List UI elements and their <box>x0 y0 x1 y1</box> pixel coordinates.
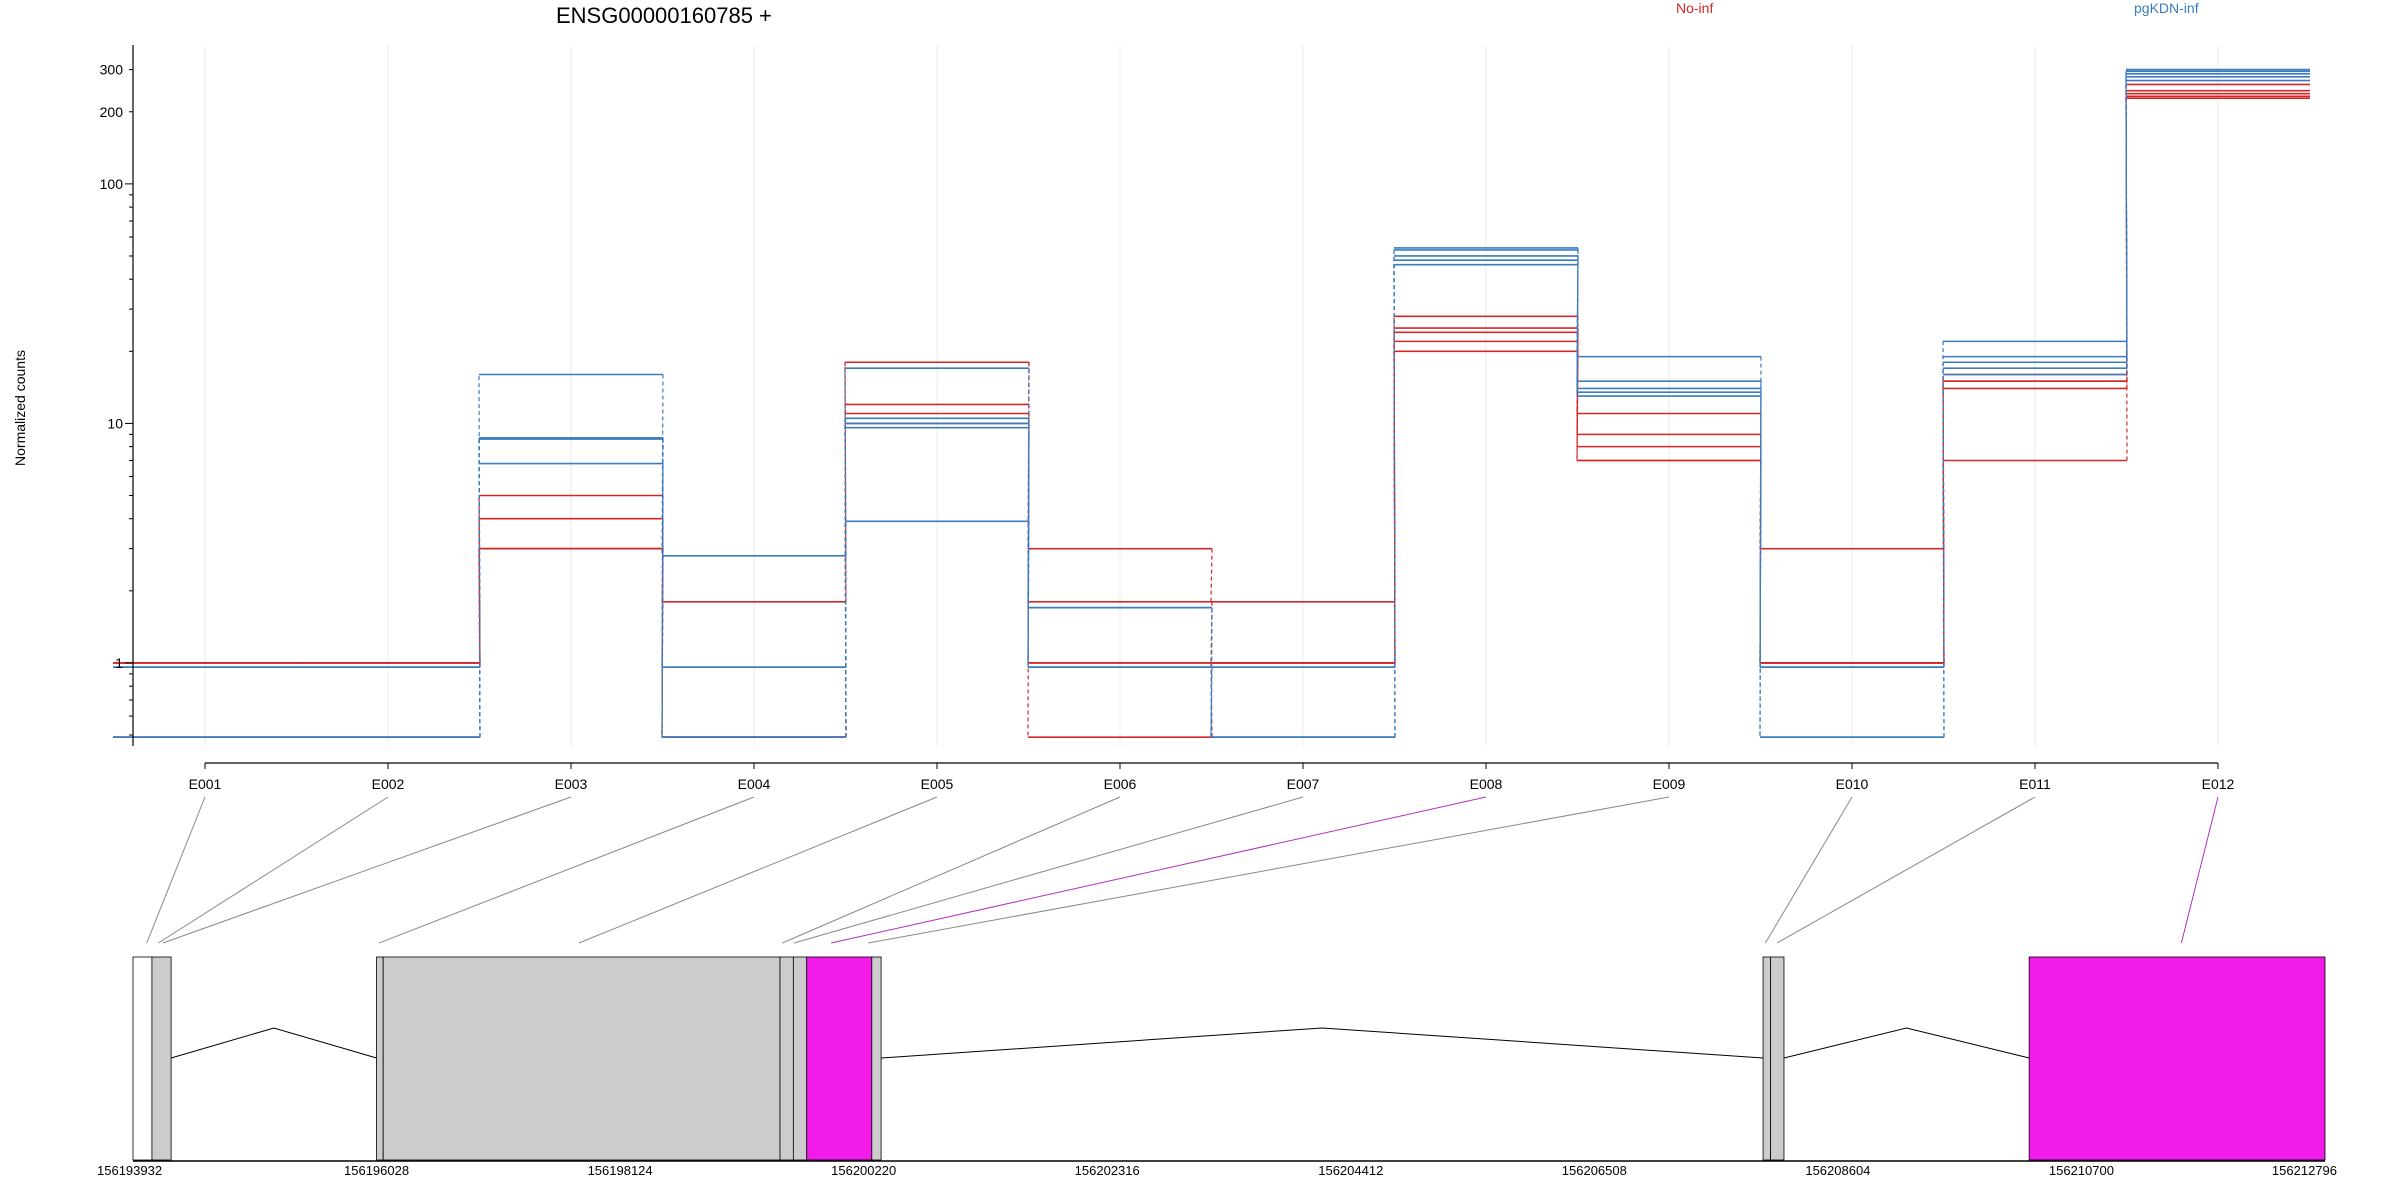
x-tick-label-e002: E002 <box>372 776 405 792</box>
series-connector <box>1393 255 1396 668</box>
series-connector <box>1759 396 1762 738</box>
series-connector <box>1210 548 1213 602</box>
intron-3 <box>1783 1027 2030 1059</box>
y-tick-label: 10 <box>107 415 123 431</box>
x-tick-label-e005: E005 <box>921 776 954 792</box>
series-no-inf-2 <box>113 89 2310 738</box>
coordinate-label: 156200220 <box>831 1163 896 1178</box>
series-no-inf-4 <box>113 95 2310 738</box>
coordinate-label: 156206508 <box>1562 1163 1627 1178</box>
link-e008 <box>831 796 1487 944</box>
legend-no-inf: No-inf <box>1676 0 1713 16</box>
y-tick-label: 200 <box>100 104 124 120</box>
link-e010 <box>1764 796 1853 944</box>
coordinate-label: 156204412 <box>1318 1163 1383 1178</box>
exon-e004 <box>382 956 781 1161</box>
series-connector <box>1027 423 1030 668</box>
series-connector <box>661 437 664 668</box>
x-tick-label-e012: E012 <box>2202 776 2235 792</box>
exon-e008 <box>871 956 882 1161</box>
exon-e009 <box>1762 956 1772 1161</box>
exon-e007 <box>806 956 873 1161</box>
coordinate-label: 156208604 <box>1805 1163 1870 1178</box>
series-connector <box>478 437 481 668</box>
series-connector <box>1576 351 1579 461</box>
link-e012 <box>2180 796 2219 944</box>
links-layer <box>146 796 2219 944</box>
x-tick-label-e004: E004 <box>738 776 771 792</box>
x-tick-label-e003: E003 <box>555 776 588 792</box>
chart-title: ENSG00000160785 + <box>556 3 772 28</box>
coordinate-label: 156210700 <box>2049 1163 2114 1178</box>
link-e002 <box>158 796 389 944</box>
series-connector <box>1759 392 1762 668</box>
series-connector <box>1027 418 1030 608</box>
link-e006 <box>782 796 1121 944</box>
grid-layer <box>204 45 2219 746</box>
x-tick-label-e007: E007 <box>1287 776 1320 792</box>
x-tick-label-e006: E006 <box>1104 776 1137 792</box>
series-pgkdn-inf-10 <box>113 79 2310 668</box>
coordinate-label: 156193932 <box>97 1163 162 1178</box>
link-e007 <box>793 796 1304 944</box>
legend-pgkdn-inf: pgKDN-inf <box>2134 0 2199 16</box>
series-connector <box>2125 80 2128 363</box>
exon-e010 <box>1770 956 1785 1161</box>
coordinate-label: 156212796 <box>2272 1163 2337 1178</box>
gene-model: 156193932 156196028 156198124 156200220 1562… <box>97 956 2337 1178</box>
coordinate-label: 156198124 <box>588 1163 653 1178</box>
series-connector <box>661 374 664 556</box>
exon-e011 <box>2028 956 2326 1161</box>
y-tick-label: 100 <box>100 176 124 192</box>
x-tick-label-e011: E011 <box>2019 776 2051 792</box>
series-connector <box>844 423 847 668</box>
series-connector <box>478 548 481 663</box>
exon-e002 <box>151 956 172 1161</box>
x-tick-label-e008: E008 <box>1470 776 1503 792</box>
exon-e001 <box>132 956 153 1161</box>
exon-e005 <box>779 956 794 1161</box>
axes-layer: 1 10 100 200 300 E001 E002 E003 E004 E005 E006 E007… <box>100 45 2235 792</box>
intron-2 <box>881 1027 1764 1059</box>
series-pgkdn-inf-9 <box>113 75 2310 738</box>
intron-1 <box>170 1027 377 1059</box>
link-e001 <box>146 796 206 944</box>
link-e003 <box>162 796 572 944</box>
x-tick-label-e009: E009 <box>1653 776 1686 792</box>
x-tick-label-e001: E001 <box>189 776 222 792</box>
y-tick-label: 300 <box>100 62 124 78</box>
coordinate-label: 156202316 <box>1075 1163 1140 1178</box>
exon-e006 <box>792 956 808 1161</box>
exon-e003 <box>376 956 384 1161</box>
series-no-inf-5 <box>113 97 2310 738</box>
link-e009 <box>868 796 1670 944</box>
y-axis-label: Normalized counts <box>12 350 28 466</box>
series-connector <box>1942 362 1945 668</box>
link-e011 <box>1776 796 2036 944</box>
coordinate-label: 156196028 <box>344 1163 409 1178</box>
link-e004 <box>378 796 755 944</box>
series-connector <box>1576 255 1579 393</box>
series-connector <box>1210 607 1213 738</box>
series-layer <box>113 68 2310 738</box>
x-tick-label-e010: E010 <box>1836 776 1869 792</box>
link-e005 <box>578 796 938 944</box>
y-tick-label: 1 <box>115 655 123 671</box>
series-connector <box>1210 667 1213 738</box>
